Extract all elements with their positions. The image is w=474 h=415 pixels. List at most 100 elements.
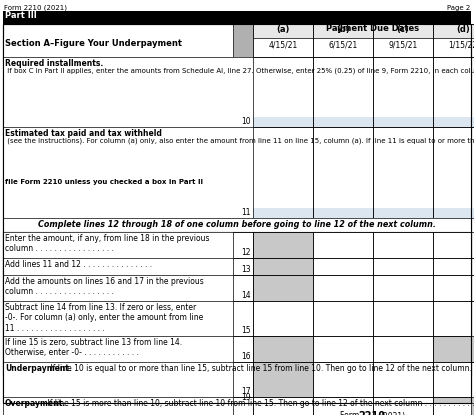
Bar [233, 336, 253, 362]
Bar [253, 403, 313, 415]
Bar [3, 275, 471, 301]
Bar [433, 232, 474, 258]
Bar [253, 362, 313, 397]
Text: Payment Due Dates: Payment Due Dates [327, 24, 419, 33]
Bar [3, 218, 471, 232]
Text: Section A–Figure Your Underpayment: Section A–Figure Your Underpayment [5, 39, 182, 48]
Bar [373, 232, 433, 258]
Text: Enter the amount, if any, from line 18 in the previous
column . . . . . . . . . : Enter the amount, if any, from line 18 i… [5, 234, 210, 254]
Bar [373, 362, 433, 397]
Bar [373, 403, 433, 415]
Bar [313, 397, 373, 415]
Text: If line 15 is more than line 10, subtract line 10 from line 15. Then go to line : If line 15 is more than line 10, subtrac… [45, 399, 474, 408]
Bar [233, 275, 253, 301]
Bar [3, 258, 471, 275]
Bar [233, 232, 253, 258]
Text: file Form 2210 unless you checked a box in Part II: file Form 2210 unless you checked a box … [5, 179, 203, 185]
Text: (2021): (2021) [380, 412, 405, 415]
Bar [373, 301, 433, 336]
Bar [433, 301, 474, 336]
Bar [3, 232, 471, 375]
Bar [253, 258, 313, 275]
Bar [253, 362, 313, 397]
Bar [313, 232, 373, 258]
Text: If box C in Part II applies, enter the amounts from Schedule AI, line 27. Otherw: If box C in Part II applies, enter the a… [5, 67, 474, 73]
Bar [253, 24, 313, 57]
Bar [253, 232, 313, 258]
Bar [233, 24, 253, 57]
Bar [433, 397, 474, 415]
Bar [253, 258, 313, 275]
Bar [3, 57, 471, 127]
Bar [233, 362, 253, 397]
Bar [433, 127, 474, 218]
Bar [253, 301, 313, 336]
Bar [253, 336, 313, 362]
Bar [253, 397, 313, 415]
Text: 19: 19 [241, 393, 251, 402]
Text: 10: 10 [241, 117, 251, 126]
Bar [433, 258, 474, 275]
Text: Page 2: Page 2 [447, 5, 470, 11]
Bar [433, 57, 474, 127]
Text: Complete lines 12 through 18 of one column before going to line 12 of the next c: Complete lines 12 through 18 of one colu… [38, 220, 436, 229]
Bar [3, 301, 471, 336]
Text: Add the amounts on lines 16 and 17 in the previous
column . . . . . . . . . . . : Add the amounts on lines 16 and 17 in th… [5, 277, 204, 296]
Bar [3, 362, 471, 397]
Bar [253, 208, 474, 218]
Bar [233, 258, 253, 275]
Bar [313, 258, 373, 275]
Bar [433, 336, 474, 362]
Text: Underpayment.: Underpayment. [5, 364, 72, 373]
Bar [313, 57, 373, 127]
Bar [373, 127, 433, 218]
Bar [373, 24, 433, 57]
Bar [373, 275, 433, 301]
Text: 11: 11 [241, 208, 251, 217]
Bar [373, 397, 433, 415]
Bar [253, 275, 313, 301]
Bar [433, 336, 474, 362]
Bar [3, 38, 233, 57]
Text: Part III: Part III [5, 11, 37, 20]
Text: 14: 14 [241, 291, 251, 300]
Text: 17: 17 [241, 387, 251, 396]
Bar [373, 258, 433, 275]
Bar [313, 362, 373, 397]
Text: 16: 16 [241, 352, 251, 361]
Text: 2210: 2210 [358, 411, 385, 415]
Text: 13: 13 [241, 265, 251, 274]
Text: 9/15/21: 9/15/21 [388, 40, 418, 49]
Text: 15: 15 [241, 326, 251, 335]
Bar [233, 397, 253, 415]
Bar [253, 24, 474, 38]
Bar [313, 336, 373, 362]
Text: (see the instructions). For column (a) only, also enter the amount from line 11 : (see the instructions). For column (a) o… [5, 137, 474, 144]
Bar [433, 24, 474, 57]
Bar [253, 275, 313, 301]
Text: Penalty Computation (See the instructions if you’re filing Form 1040-NR.): Penalty Computation (See the instruction… [60, 11, 341, 20]
Bar [313, 127, 373, 218]
Text: Overpayment.: Overpayment. [5, 399, 66, 408]
Bar [433, 275, 474, 301]
Bar [233, 301, 253, 336]
Bar [253, 57, 313, 127]
Bar [313, 403, 373, 415]
Text: 6/15/21: 6/15/21 [328, 40, 357, 49]
Text: 1/15/22: 1/15/22 [448, 40, 474, 49]
Bar [253, 127, 313, 218]
Bar [3, 397, 471, 415]
Bar [313, 24, 373, 57]
Text: 4/15/21: 4/15/21 [268, 40, 298, 49]
Bar [433, 403, 474, 415]
Text: Form: Form [340, 411, 362, 415]
Text: Estimated tax paid and tax withheld: Estimated tax paid and tax withheld [5, 129, 162, 138]
Text: 12: 12 [241, 248, 251, 257]
Bar [373, 336, 433, 362]
Bar [3, 403, 471, 415]
Text: Add lines 11 and 12 . . . . . . . . . . . . . . .: Add lines 11 and 12 . . . . . . . . . . … [5, 260, 152, 269]
Bar [253, 232, 313, 258]
Bar [313, 275, 373, 301]
Bar [233, 403, 253, 415]
Text: Subtract line 14 from line 13. If zero or less, enter
-0-. For column (a) only, : Subtract line 14 from line 13. If zero o… [5, 303, 203, 333]
